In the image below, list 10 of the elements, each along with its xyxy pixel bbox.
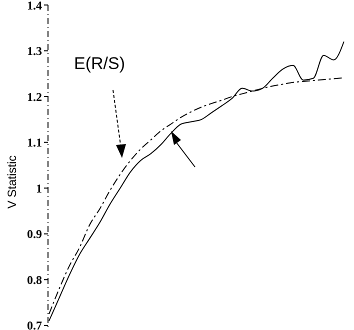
y-tick-label: 1.2 <box>27 90 42 104</box>
y-tick-label: 1.1 <box>27 136 42 150</box>
y-tick-label: 0.8 <box>27 272 42 287</box>
y-tick-label: 0.7 <box>27 318 42 330</box>
y-axis-title: V Statistic <box>5 155 19 209</box>
y-tick-label: 1.4 <box>27 0 42 12</box>
y-tick-label: 0.9 <box>27 227 42 242</box>
y-tick-label: 1.3 <box>27 44 42 58</box>
text: E(R/S) <box>74 54 125 74</box>
y-tick-label: 1 <box>36 181 42 196</box>
